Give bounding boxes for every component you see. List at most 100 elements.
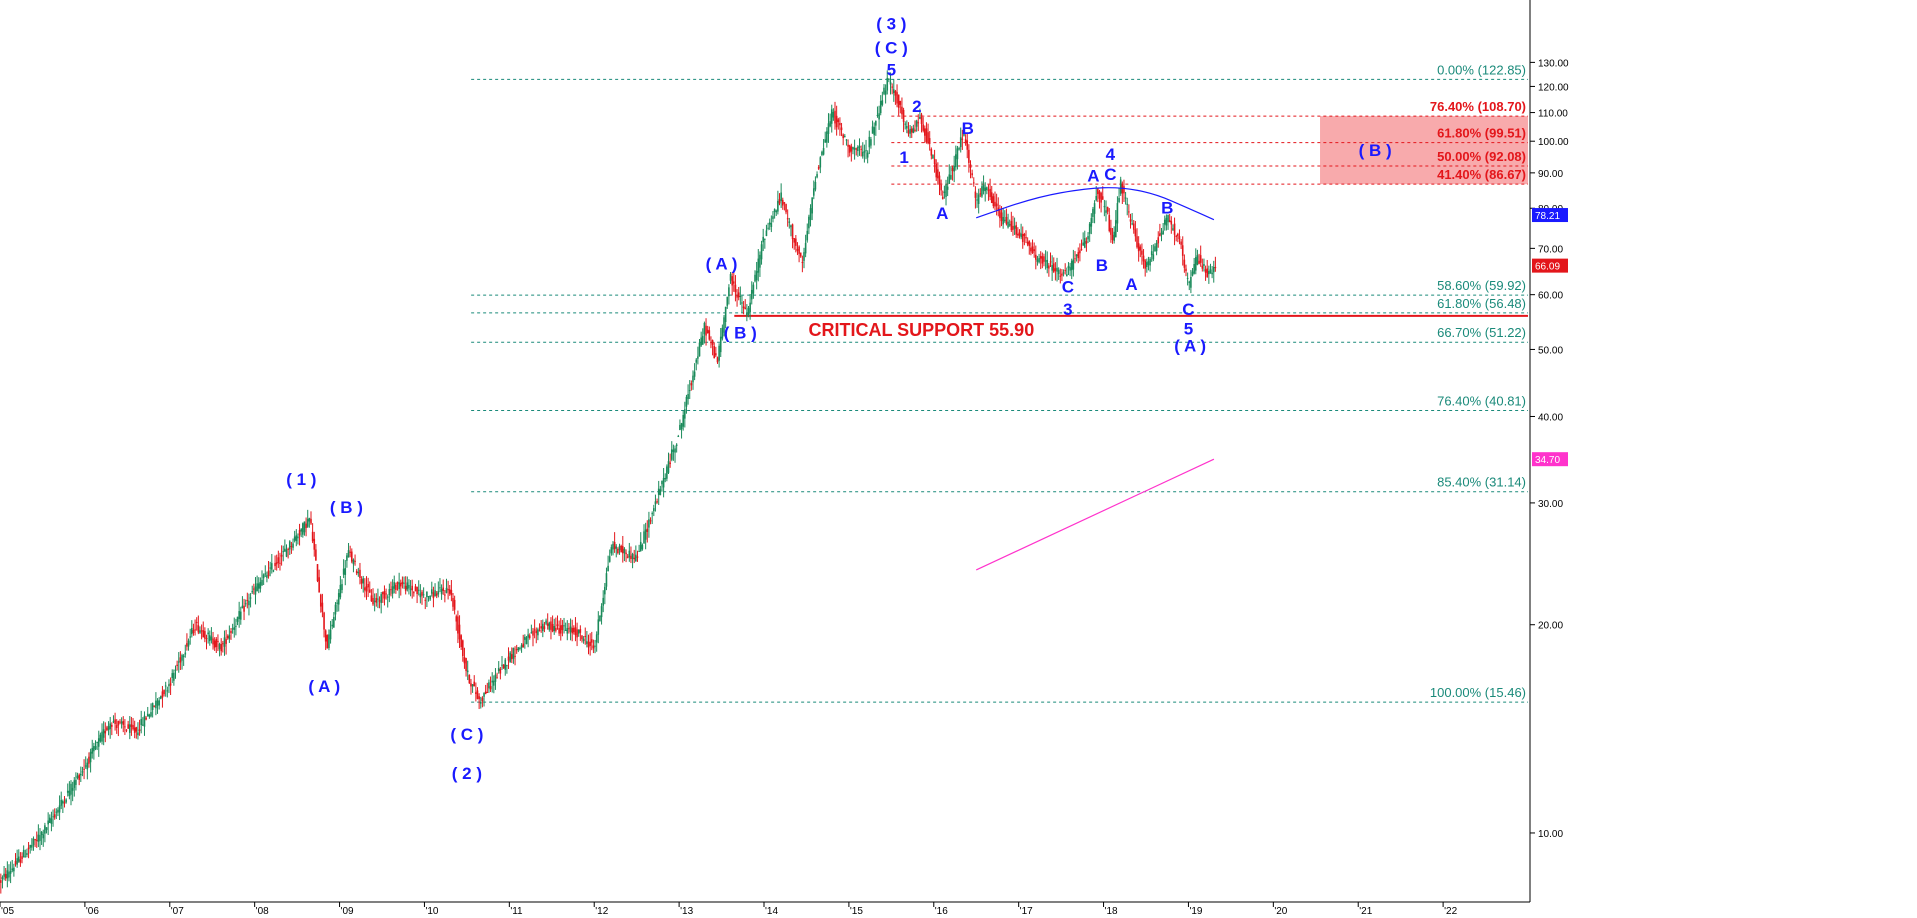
candle-body — [1142, 255, 1145, 262]
candle-body — [943, 191, 946, 194]
candle-body — [1136, 236, 1138, 248]
candle-body — [140, 719, 143, 726]
candle-body — [579, 629, 582, 633]
candle-body — [1079, 250, 1081, 254]
candle-body — [701, 335, 704, 345]
candle-body — [354, 560, 356, 562]
candle-body — [884, 90, 887, 95]
candle-body — [262, 574, 265, 579]
candle-body — [68, 790, 71, 796]
candle-body — [827, 123, 830, 134]
candle-body — [331, 624, 334, 627]
candle-body — [370, 595, 373, 602]
candle-body — [1082, 242, 1084, 246]
candle-body — [577, 629, 580, 634]
candle-body — [786, 218, 789, 220]
candle-body — [1021, 233, 1024, 243]
candle-body — [757, 258, 760, 273]
candle-body — [604, 586, 606, 595]
candle-body — [621, 546, 624, 554]
fib-level-label: 61.80% (56.48) — [1437, 296, 1526, 311]
candle-body — [535, 630, 538, 634]
candle-body — [239, 611, 242, 620]
candle-body — [1038, 257, 1040, 263]
candle-body — [488, 682, 490, 689]
candle-body — [643, 531, 645, 544]
candle-body — [788, 221, 791, 223]
candle-body — [460, 635, 462, 648]
candle-body — [1177, 233, 1179, 237]
candle-body — [481, 697, 484, 702]
candle-body — [923, 128, 926, 136]
candle-body — [742, 306, 745, 309]
candle-body — [350, 551, 353, 562]
candle-body — [339, 584, 342, 598]
candle-body — [847, 144, 849, 147]
wave-label: 4 — [1106, 145, 1116, 164]
candle-body — [746, 312, 748, 316]
candle-body — [115, 725, 118, 729]
candle-body — [1043, 256, 1045, 262]
candle-body — [932, 155, 934, 159]
x-tick-label: '18 — [1105, 906, 1118, 917]
candle-body — [1180, 241, 1182, 245]
candle-body — [238, 611, 240, 620]
candle-body — [826, 131, 828, 143]
candle-body — [930, 149, 933, 156]
y-tick-label: 30.00 — [1538, 499, 1563, 510]
candle-body — [1005, 216, 1008, 225]
candle-body — [1075, 254, 1078, 257]
candle-body — [271, 563, 273, 570]
candle-body — [1083, 238, 1086, 248]
candle-body — [631, 554, 634, 559]
candle-body — [189, 636, 191, 638]
candle-body — [329, 629, 332, 640]
candle-body — [990, 192, 993, 204]
candle-body — [739, 295, 742, 297]
candle-body — [628, 550, 631, 558]
candle-body — [868, 136, 871, 148]
x-tick-label: '06 — [86, 906, 99, 917]
candle-body — [902, 109, 905, 122]
candle-body — [667, 461, 670, 473]
candle-body — [489, 686, 492, 690]
candle-body — [274, 562, 276, 567]
candle-body — [661, 481, 663, 485]
candle-body — [457, 616, 459, 634]
candle-body — [124, 726, 126, 728]
candle-body — [617, 548, 619, 554]
candle-body — [870, 139, 872, 146]
candle-body — [117, 721, 120, 726]
candle-body — [644, 529, 647, 540]
candle-body — [984, 187, 987, 192]
candle-body — [223, 637, 226, 647]
candle-body — [568, 628, 570, 630]
candle-body — [1211, 272, 1213, 275]
candle-body — [848, 145, 851, 153]
wave-label: ( C ) — [875, 39, 908, 58]
candle-body — [468, 674, 471, 684]
candle-body — [773, 209, 776, 212]
candle-body — [809, 208, 812, 220]
candle-body — [608, 556, 611, 562]
candle-body — [424, 599, 427, 601]
candle-body — [630, 555, 632, 560]
candle-body — [755, 271, 758, 281]
candle-body — [272, 570, 275, 572]
candle-body — [946, 186, 949, 190]
candle-body — [876, 114, 879, 116]
candle-body — [40, 831, 43, 836]
candle-body — [564, 629, 567, 631]
candle-body — [1178, 236, 1181, 240]
candle-body — [937, 169, 939, 179]
candle-body — [310, 518, 312, 524]
fib-level-label: 85.40% (31.14) — [1437, 475, 1526, 490]
candle-body — [713, 346, 716, 359]
candle-body — [594, 645, 596, 647]
candle-body — [793, 238, 796, 243]
candle-body — [507, 656, 510, 661]
candle-body — [35, 839, 38, 841]
candle-body — [835, 115, 838, 128]
candle-body — [88, 756, 90, 764]
candle-body — [357, 572, 360, 574]
